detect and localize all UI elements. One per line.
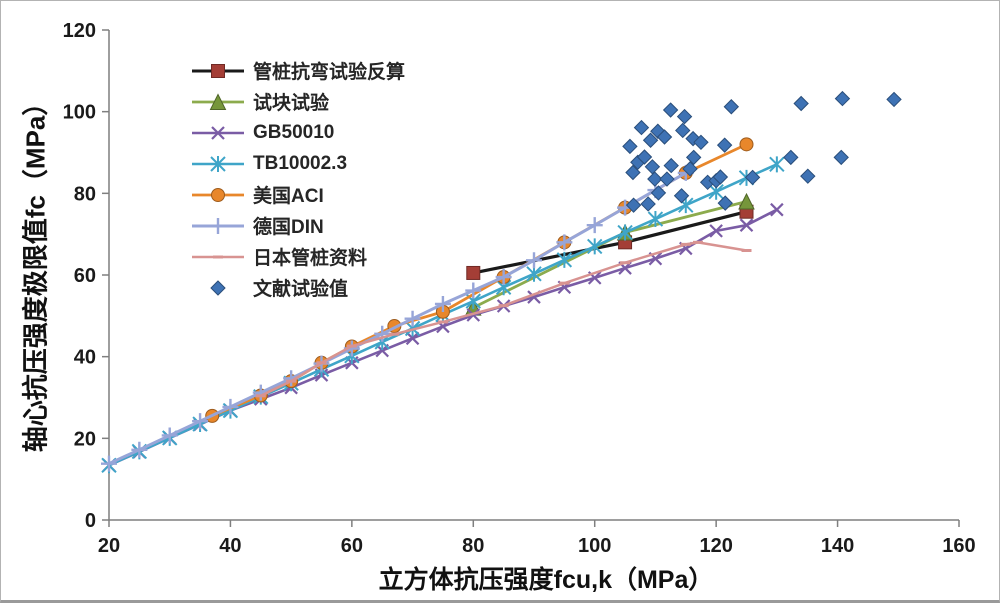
legend-item-aci: 美国ACI [189,179,405,210]
legend-item-test-block: 试块试验 [189,86,405,117]
legend-label: 日本管桩资料 [253,248,368,269]
legend: 管桩抗弯试验反算 试块试验 GB50010 TB10002.3 美国ACI 德国… [189,55,405,303]
legend-item-din: 德国DIN [189,210,405,241]
square-marker-icon [189,60,247,82]
legend-label: 德国DIN [253,217,324,238]
circle-marker-icon [189,184,247,206]
diamond-marker-icon [189,277,247,299]
x-axis-title: 立方体抗压强度fcu,k（MPa） [378,566,714,594]
legend-label: GB50010 [253,121,335,143]
plus-marker-icon [189,215,247,237]
legend-item-tb10002: TB10002.3 [189,148,405,179]
svg-text:20: 20 [74,428,96,450]
x-marker-icon [189,122,247,144]
svg-text:140: 140 [821,535,854,557]
legend-label: 试块试验 [253,93,330,114]
svg-text:100: 100 [63,102,96,124]
dash-marker-icon [189,246,247,268]
svg-text:20: 20 [98,535,120,557]
svg-text:40: 40 [74,347,96,369]
svg-text:60: 60 [74,265,96,287]
legend-item-pile-bending: 管桩抗弯试验反算 [189,55,405,86]
svg-text:120: 120 [699,535,732,557]
legend-label: 管桩抗弯试验反算 [253,62,406,83]
y-axis-title: 轴心抗压强度极限值fc（MPa） [20,89,51,453]
asterisk-marker-icon [189,153,247,175]
svg-text:80: 80 [74,183,96,205]
svg-text:60: 60 [341,535,363,557]
svg-text:40: 40 [219,535,241,557]
svg-text:160: 160 [942,535,975,557]
legend-label: 文献试验值 [253,279,349,300]
svg-text:120: 120 [63,20,96,42]
legend-label: 美国ACI [253,186,324,207]
legend-item-gb50010: GB50010 [189,117,405,148]
legend-item-japan-pile: 日本管桩资料 [189,241,405,272]
triangle-marker-icon [189,91,247,113]
legend-label: TB10002.3 [253,152,348,174]
svg-text:0: 0 [85,510,96,532]
svg-text:80: 80 [462,535,484,557]
legend-item-literature: 文献试验值 [189,272,405,303]
svg-text:100: 100 [578,535,611,557]
